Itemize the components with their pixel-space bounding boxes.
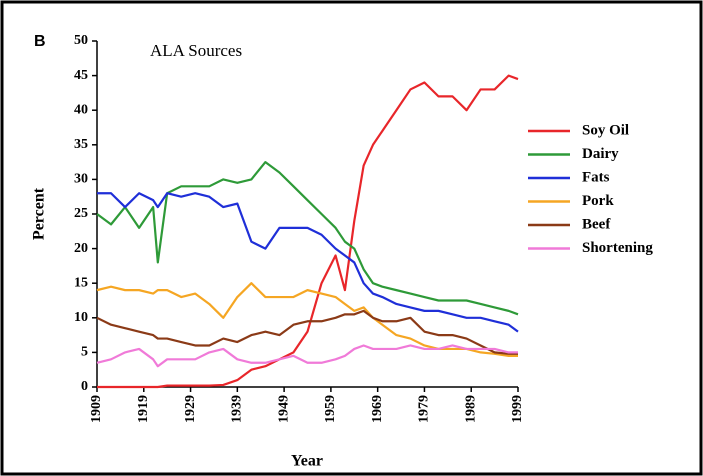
legend-label: Fats — [582, 169, 610, 185]
y-tick-label: 10 — [74, 310, 88, 325]
x-tick-label: 1969 — [370, 395, 385, 423]
line-series — [96, 309, 518, 355]
x-axis-label: Year — [291, 453, 323, 470]
x-tick-label: 1959 — [323, 395, 338, 423]
x-tick-label: 1999 — [510, 395, 525, 423]
legend-label: Pork — [582, 193, 614, 209]
y-tick-label: 35 — [74, 137, 88, 152]
line-series — [96, 282, 518, 357]
x-tick-label: 1909 — [89, 395, 104, 423]
y-tick-label: 15 — [74, 275, 88, 290]
panel-label: B — [34, 33, 46, 50]
y-tick-label: 50 — [74, 33, 88, 48]
x-tick-label: 1929 — [183, 395, 198, 423]
x-tick-label: 1919 — [136, 395, 151, 423]
y-tick-label: 25 — [74, 206, 88, 221]
x-tick-label: 1949 — [276, 395, 291, 423]
x-tick-label: 1939 — [230, 395, 245, 423]
legend-label: Shortening — [582, 240, 653, 256]
y-tick-label: 45 — [74, 68, 88, 83]
legend-label: Soy Oil — [582, 122, 629, 138]
chart-title: ALA Sources — [150, 41, 242, 60]
legend-label: Beef — [582, 216, 611, 232]
legend-label: Dairy — [582, 146, 619, 162]
x-tick-label: 1979 — [417, 395, 432, 423]
y-tick-label: 20 — [74, 241, 88, 256]
line-series — [96, 344, 518, 368]
line-series — [96, 161, 519, 316]
y-axis-label: Percent — [31, 187, 48, 240]
x-tick-label: 1989 — [463, 395, 478, 423]
y-tick-label: 30 — [74, 172, 88, 187]
y-tick-label: 0 — [81, 379, 88, 394]
line-series — [97, 74, 519, 389]
y-tick-label: 5 — [81, 345, 88, 360]
y-tick-label: 40 — [74, 102, 88, 117]
line-series — [97, 192, 519, 333]
